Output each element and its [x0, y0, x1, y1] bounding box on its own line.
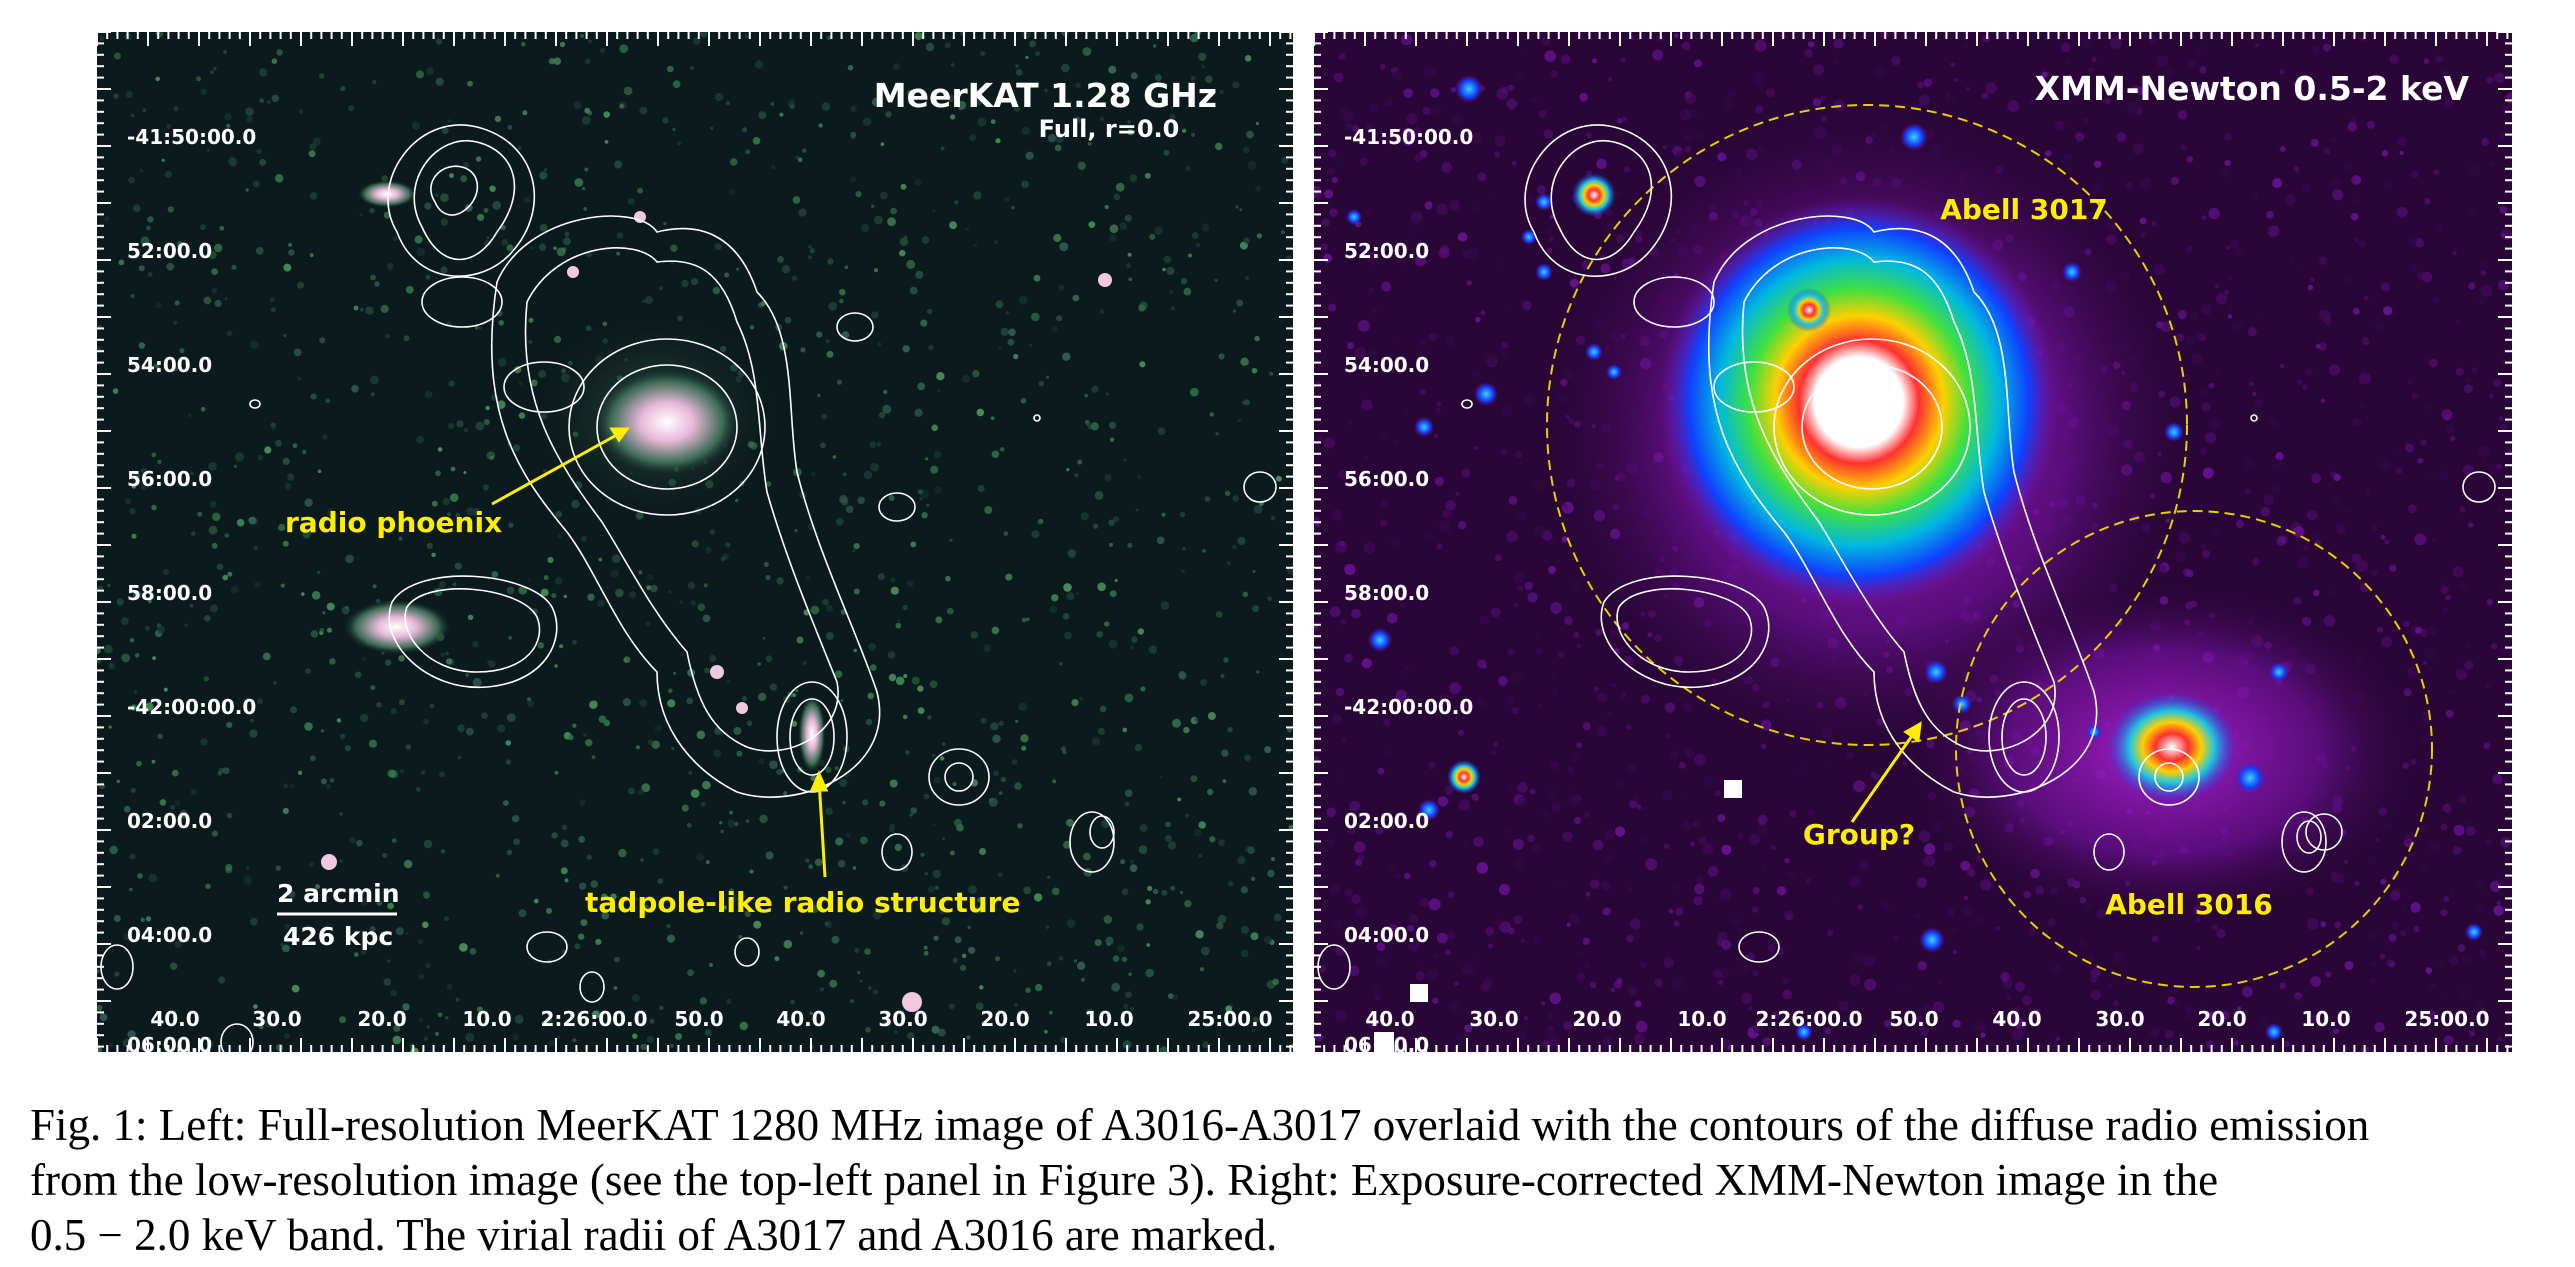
panel-subtitle: Full, r=0.0 — [1039, 115, 1180, 143]
ra-axis-labels: 40.0 30.0 20.0 10.0 2:26:00.0 50.0 40.0 … — [150, 1007, 1272, 1031]
ra-tick-label: 10.0 — [462, 1007, 511, 1031]
ra-tick-label: 50.0 — [674, 1007, 723, 1031]
tadpole-label: tadpole-like radio structure — [585, 886, 1020, 919]
ra-tick-label: 30.0 — [252, 1007, 301, 1031]
ra-tick-label: 20.0 — [2197, 1007, 2246, 1031]
ra-tick-label: 40.0 — [150, 1007, 199, 1031]
dec-tick-label: 02:00.0 — [1344, 809, 1429, 833]
ra-tick-label: 50.0 — [1889, 1007, 1938, 1031]
dec-axis-labels: -41:50:00.0 52:00.0 54:00.0 56:00.0 58:0… — [127, 125, 256, 1052]
abell-3017-core — [1659, 197, 2059, 607]
dec-tick-label: 54:00.0 — [1344, 353, 1429, 377]
dec-tick-label: -42:00:00.0 — [127, 695, 256, 719]
abell-3016-label: Abell 3016 — [2105, 888, 2273, 921]
ra-tick-label: 20.0 — [357, 1007, 406, 1031]
dec-tick-label: 52:00.0 — [1344, 239, 1429, 263]
dec-tick-label: 04:00.0 — [1344, 923, 1429, 947]
group-arrow — [1850, 721, 1922, 823]
figure-caption: Fig. 1: Left: Full-resolution MeerKAT 12… — [30, 1098, 2550, 1263]
dec-tick-label: -41:50:00.0 — [1344, 125, 1473, 149]
dec-tick-label: 06:00.0 — [127, 1033, 212, 1052]
axis-ticks — [97, 32, 1293, 1052]
ra-tick-label: 20.0 — [980, 1007, 1029, 1031]
compact-radio-source — [342, 599, 452, 655]
dec-tick-label: 54:00.0 — [127, 353, 212, 377]
abell-3017-virial-circle — [1546, 104, 2188, 746]
meerkat-image-svg: MeerKAT 1.28 GHz Full, r=0.0 radio phoen… — [97, 32, 1293, 1052]
abell-3017-label: Abell 3017 — [1940, 193, 2108, 226]
dec-tick-label: -42:00:00.0 — [1344, 695, 1473, 719]
ra-tick-label: 25:00.0 — [1187, 1007, 1272, 1031]
ra-tick-label: 30.0 — [1469, 1007, 1518, 1031]
annotation-arrows — [491, 427, 829, 878]
xmm-image-svg: XMM-Newton 0.5-2 keV Abell 3017 Abell 30… — [1314, 32, 2512, 1052]
dec-tick-label: 04:00.0 — [127, 923, 212, 947]
scale-kpc-label: 426 kpc — [283, 922, 393, 951]
ra-tick-label: 20.0 — [1572, 1007, 1621, 1031]
scale-arcmin-label: 2 arcmin — [277, 879, 400, 908]
dec-tick-label: 56:00.0 — [1344, 467, 1429, 491]
radio-contours — [1317, 124, 2496, 990]
ra-tick-label: 10.0 — [1677, 1007, 1726, 1031]
ra-tick-label: 30.0 — [2095, 1007, 2144, 1031]
dec-tick-label: 58:00.0 — [1344, 581, 1429, 605]
xmm-xray-image-panel: XMM-Newton 0.5-2 keV Abell 3017 Abell 30… — [1314, 32, 2512, 1052]
ra-tick-label: 40.0 — [776, 1007, 825, 1031]
virial-radius-circles — [1546, 104, 2433, 988]
abell-3016-core — [2107, 692, 2237, 802]
group-label: Group? — [1803, 818, 1915, 851]
panel-title: MeerKAT 1.28 GHz — [874, 76, 1217, 115]
dec-axis-labels: -41:50:00.0 52:00.0 54:00.0 56:00.0 58:0… — [1344, 125, 1473, 1052]
radio-phoenix-label: radio phoenix — [285, 506, 502, 539]
ra-tick-label: 30.0 — [878, 1007, 927, 1031]
dec-tick-label: 02:00.0 — [127, 809, 212, 833]
caption-line: Fig. 1: Left: Full-resolution MeerKAT 12… — [30, 1100, 2370, 1150]
dec-tick-label: 56:00.0 — [127, 467, 212, 491]
ra-tick-label: 10.0 — [2301, 1007, 2350, 1031]
ra-tick-label: 25:00.0 — [2404, 1007, 2489, 1031]
ra-tick-label: 2:26:00.0 — [540, 1007, 647, 1031]
dec-tick-label: -41:50:00.0 — [127, 125, 256, 149]
ra-tick-label: 40.0 — [1992, 1007, 2041, 1031]
ra-tick-label: 10.0 — [1084, 1007, 1133, 1031]
ra-tick-label: 40.0 — [1365, 1007, 1414, 1031]
dec-tick-label: 58:00.0 — [127, 581, 212, 605]
ra-axis-labels: 40.0 30.0 20.0 10.0 2:26:00.0 50.0 40.0 … — [1365, 1007, 2489, 1031]
radio-phoenix-source — [592, 367, 742, 477]
caption-line: 0.5 − 2.0 keV band. The virial radii of … — [30, 1210, 1278, 1260]
dec-tick-label: 06:00.0 — [1344, 1033, 1429, 1052]
abell-3016-virial-circle — [1955, 510, 2433, 988]
ra-tick-label: 2:26:00.0 — [1755, 1007, 1862, 1031]
panel-title: XMM-Newton 0.5-2 keV — [2035, 69, 2470, 108]
tadpole-radio-source — [798, 694, 826, 774]
axis-ticks — [1314, 32, 2512, 1052]
meerkat-radio-image-panel: MeerKAT 1.28 GHz Full, r=0.0 radio phoen… — [97, 32, 1293, 1052]
dec-tick-label: 52:00.0 — [127, 239, 212, 263]
caption-line: from the low-resolution image (see the t… — [30, 1155, 2219, 1205]
radio-contours — [100, 124, 1277, 1052]
